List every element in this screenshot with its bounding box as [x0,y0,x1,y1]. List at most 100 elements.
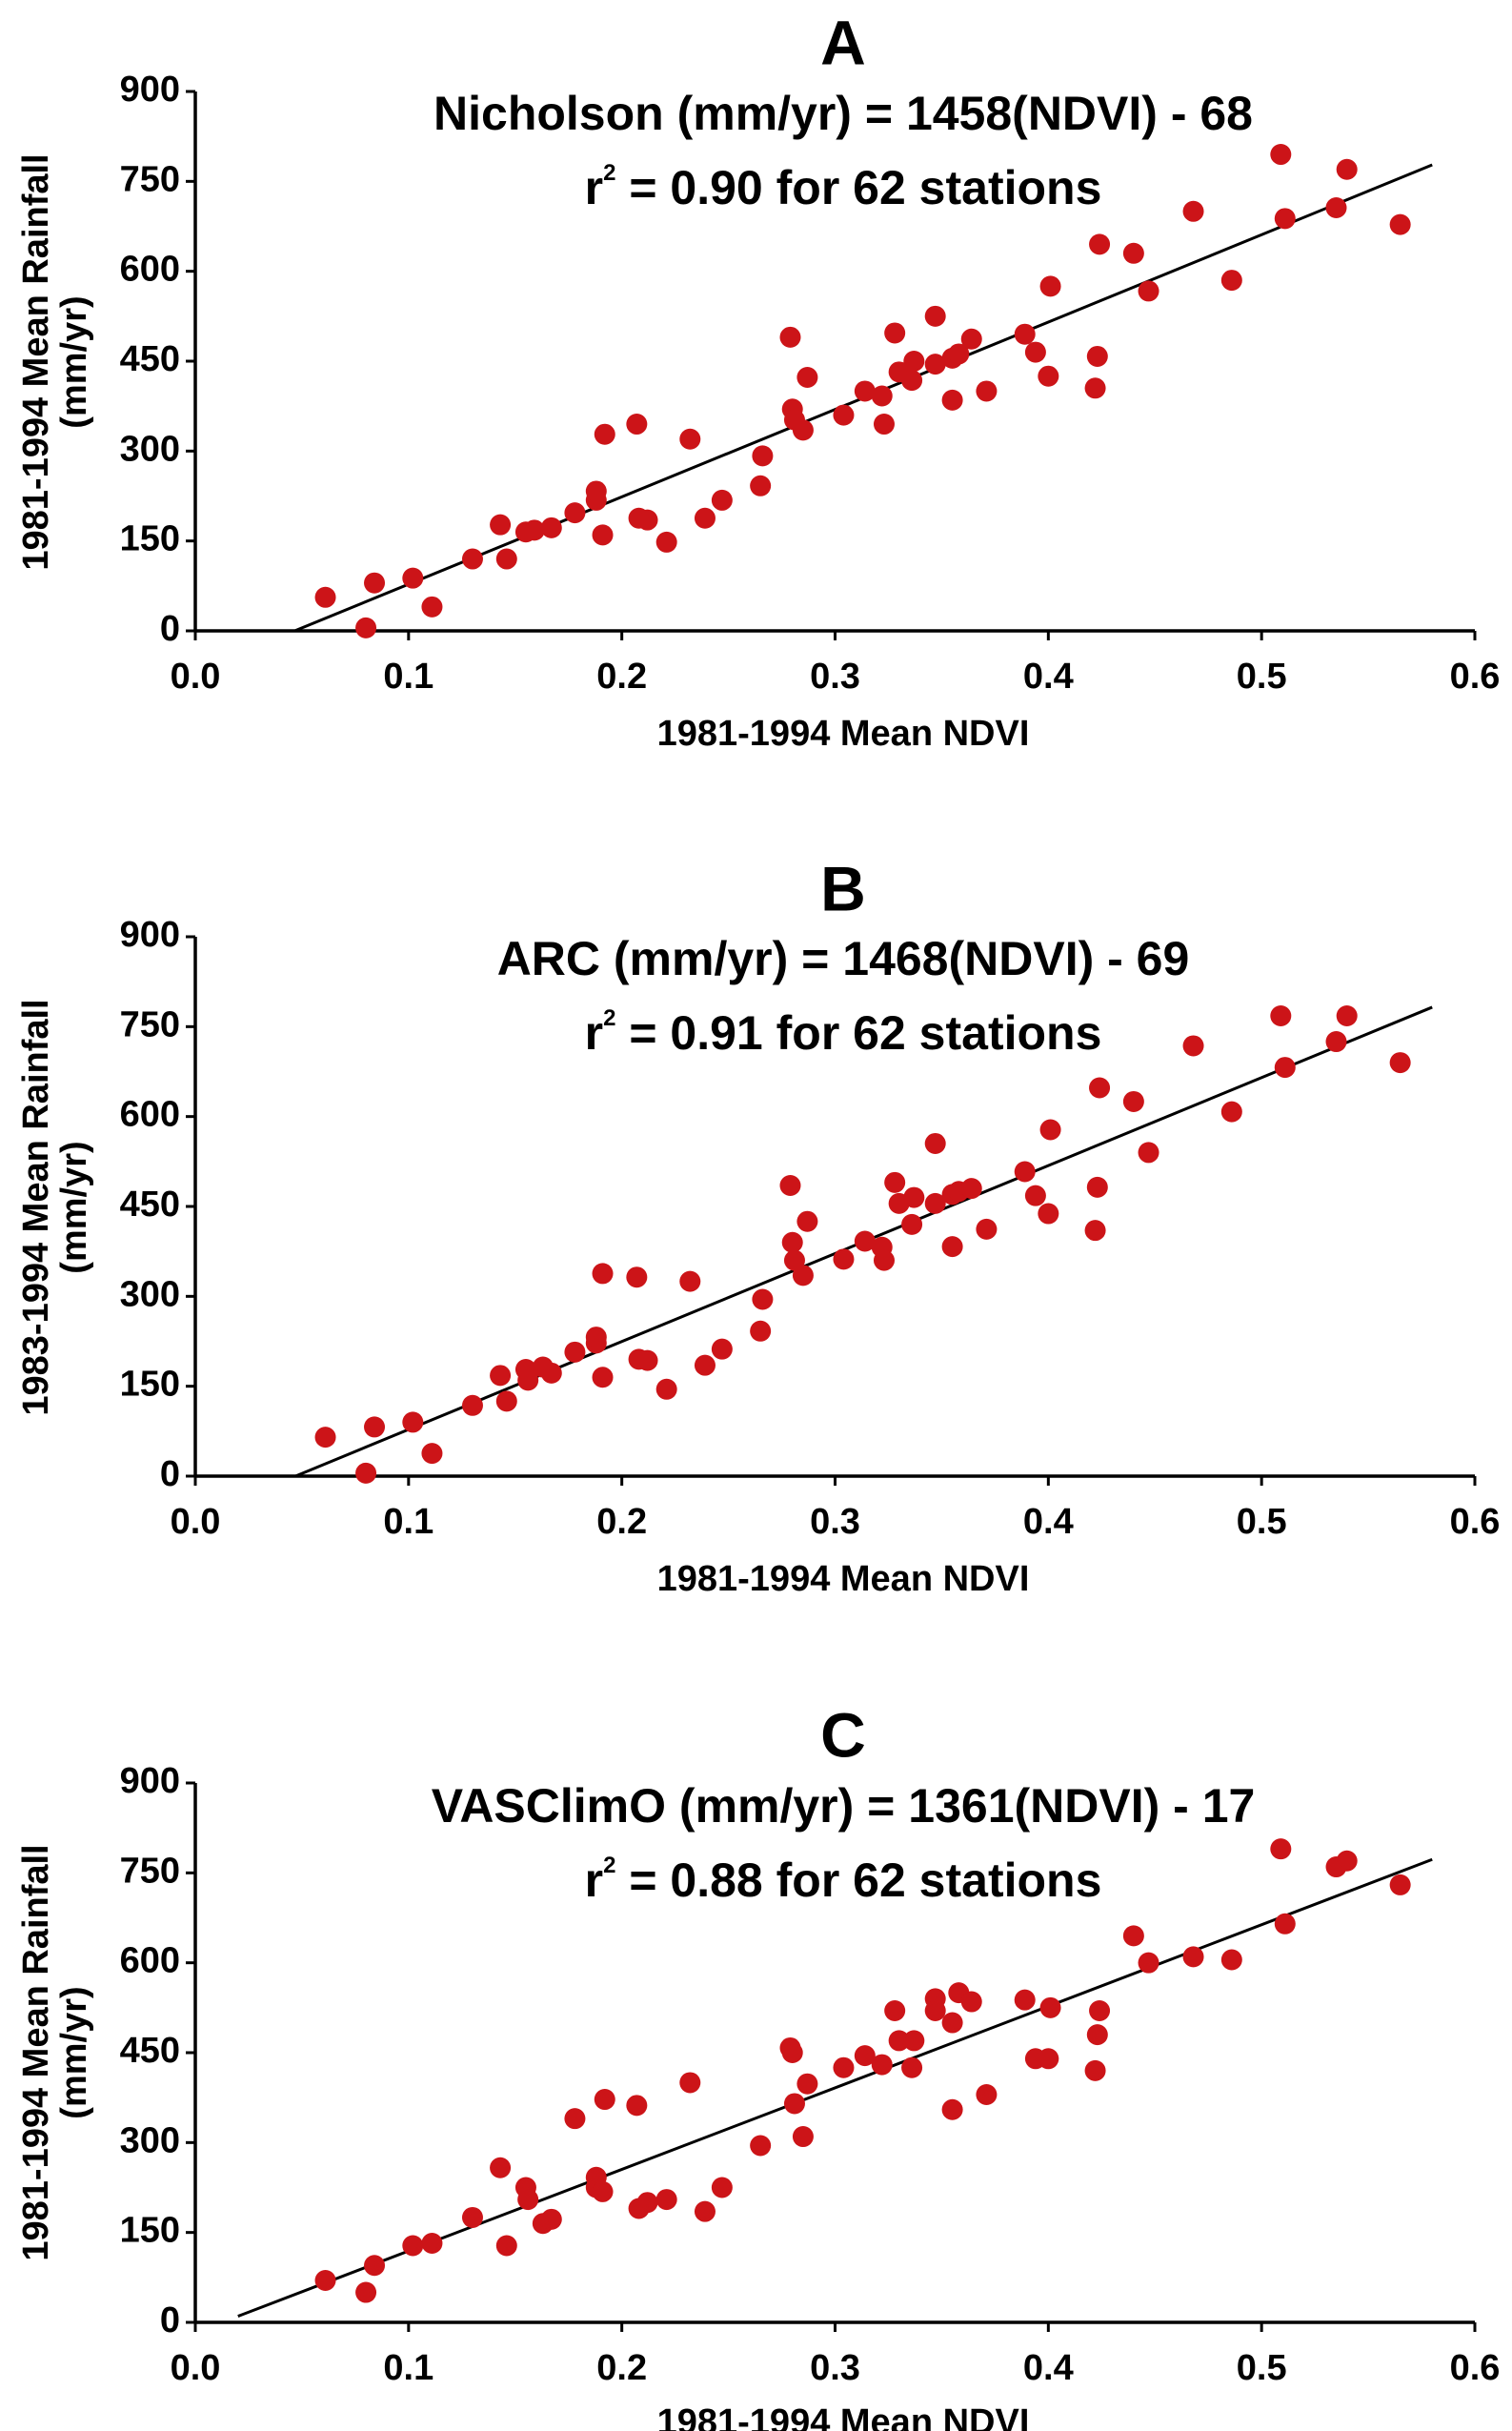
data-point [711,1338,733,1360]
data-point [421,1443,443,1465]
data-point [924,1999,946,2021]
y-axis-label: 1981-1994 Mean Rainfall [16,153,56,570]
x-tick-label: 0.6 [1450,657,1501,697]
data-point [941,389,963,411]
data-point [960,1991,982,2013]
data-point [1014,323,1036,345]
data-point [495,1390,517,1412]
data-point [1084,2059,1106,2081]
data-point [1039,1996,1061,2018]
r-squared-label: r2 = 0.90 for 62 stations [585,160,1102,214]
x-tick-label: 0.5 [1237,1502,1287,1542]
data-point [564,2108,586,2130]
panel-c: C VASClimO (mm/yr) = 1361(NDVI) - 17 r2 = … [16,1699,1500,2431]
x-tick-label: 0.2 [596,2348,647,2388]
y-tick-label: 150 [120,519,180,559]
data-point [833,2056,855,2078]
data-point [564,1341,586,1363]
data-point [1325,197,1347,219]
data-point [884,1999,906,2021]
x-tick-label: 0.4 [1023,2348,1074,2388]
data-point [924,1132,946,1154]
data-point [1084,377,1106,399]
data-point [364,2255,386,2277]
data-point [1270,1005,1292,1027]
data-point [792,2126,814,2148]
data-point [636,1349,658,1371]
x-tick-label: 0.2 [596,1502,647,1542]
r-squared-label: r2 = 0.91 for 62 stations [585,1005,1102,1060]
data-point [1122,1090,1144,1112]
y-tick-label: 900 [120,915,180,955]
data-point [779,1174,801,1196]
data-point [1038,365,1059,387]
y-axis-label: 1981-1994 Mean Rainfall [16,1844,56,2260]
data-point [792,419,814,441]
y-axis-units: (mm/yr) [54,1141,94,1273]
x-tick-label: 0.3 [810,1502,860,1542]
data-point [636,509,658,531]
data-point [523,519,545,541]
r-squared-label: r2 = 0.88 for 62 stations [585,1853,1102,1907]
data-point [888,2030,910,2052]
y-tick-label: 600 [120,1095,180,1135]
x-axis-label: 1981-1994 Mean NDVI [657,714,1030,754]
data-point [517,2189,539,2211]
data-point [792,1265,814,1286]
data-point [655,1378,677,1400]
y-tick-label: 300 [120,1274,180,1314]
data-point [626,1266,648,1288]
data-point [884,322,906,344]
x-tick-label: 0.5 [1237,657,1287,697]
data-point [1039,1119,1061,1141]
data-point [1220,1101,1242,1123]
x-tick-label: 0.4 [1023,1502,1074,1542]
data-point [1024,341,1046,363]
data-point [364,572,386,594]
data-point [750,2135,772,2157]
data-point [314,2269,336,2291]
data-point [1389,213,1411,235]
x-tick-label: 0.1 [383,2348,433,2388]
data-point [941,1236,963,1258]
y-tick-label: 750 [120,1851,180,1891]
data-point [594,423,615,445]
y-axis-units: (mm/yr) [54,295,94,428]
y-tick-label: 300 [120,429,180,469]
data-point [1138,280,1159,302]
data-point [1325,1031,1347,1053]
data-point [1038,2048,1059,2070]
data-point [1086,2024,1108,2046]
data-point [750,475,772,496]
data-point [355,1462,377,1484]
data-point [314,1427,336,1448]
data-point [540,1362,562,1384]
data-point [355,2281,377,2303]
y-tick-label: 0 [160,609,180,649]
data-point [694,2200,716,2222]
data-point [314,586,336,608]
data-point [626,2095,648,2117]
data-point [924,354,946,375]
data-point [1274,1057,1296,1079]
data-point [783,2093,805,2115]
data-point [1039,275,1061,297]
data-point [1014,1989,1036,2011]
data-point [752,1288,774,1310]
data-point [871,2054,893,2076]
data-point [1182,1035,1204,1057]
data-point [1270,144,1292,166]
y-tick-label: 450 [120,2031,180,2071]
x-tick-label: 0.3 [810,2348,860,2388]
data-point [402,567,424,589]
data-point [796,2073,818,2095]
regression-equation: ARC (mm/yr) = 1468(NDVI) - 69 [497,932,1190,985]
data-point [1038,1203,1059,1225]
data-point [655,2189,677,2211]
data-point [421,2232,443,2254]
data-point [901,1213,923,1235]
x-tick-label: 0.6 [1450,1502,1501,1542]
data-point [941,2098,963,2120]
panel-b: B ARC (mm/yr) = 1468(NDVI) - 69 r2 = 0.91 … [16,853,1500,1599]
